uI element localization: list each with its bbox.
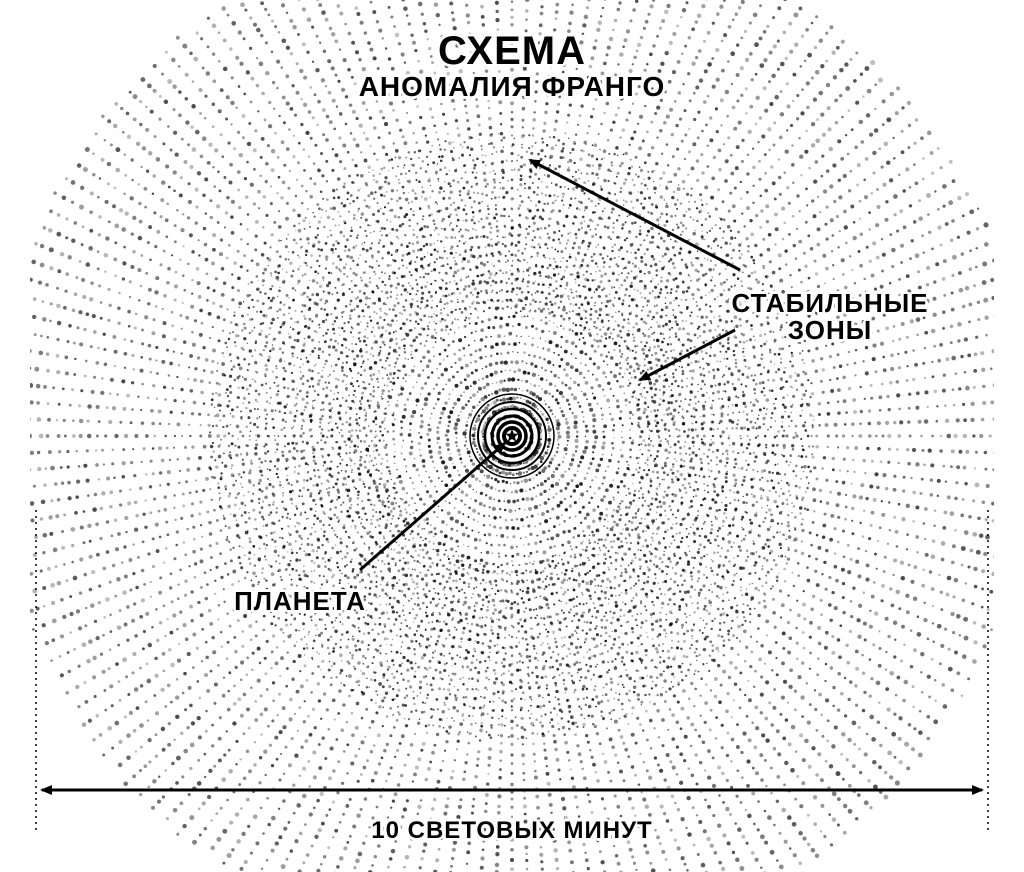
scale-bar-label: 10 СВЕТОВЫХ МИНУТ [312, 818, 712, 843]
diagram-subtitle: АНОМАЛИЯ ФРАНГО [0, 72, 1024, 101]
anomaly-diagram-svg [0, 0, 1024, 872]
diagram-title: СХЕМА [0, 30, 1024, 72]
callout-label-planet: ПЛАНЕТА [180, 588, 420, 615]
diagram-container: СХЕМА АНОМАЛИЯ ФРАНГО ПЛАНЕТА СТАБИЛЬНЫЕ… [0, 0, 1024, 872]
callout-label-stable-zones: СТАБИЛЬНЫЕ ЗОНЫ [700, 290, 960, 345]
callout-arrows [360, 160, 740, 570]
